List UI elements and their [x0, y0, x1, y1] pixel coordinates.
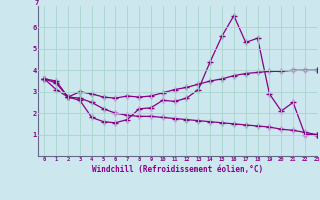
Text: 7: 7 [34, 0, 38, 6]
X-axis label: Windchill (Refroidissement éolien,°C): Windchill (Refroidissement éolien,°C) [92, 165, 263, 174]
